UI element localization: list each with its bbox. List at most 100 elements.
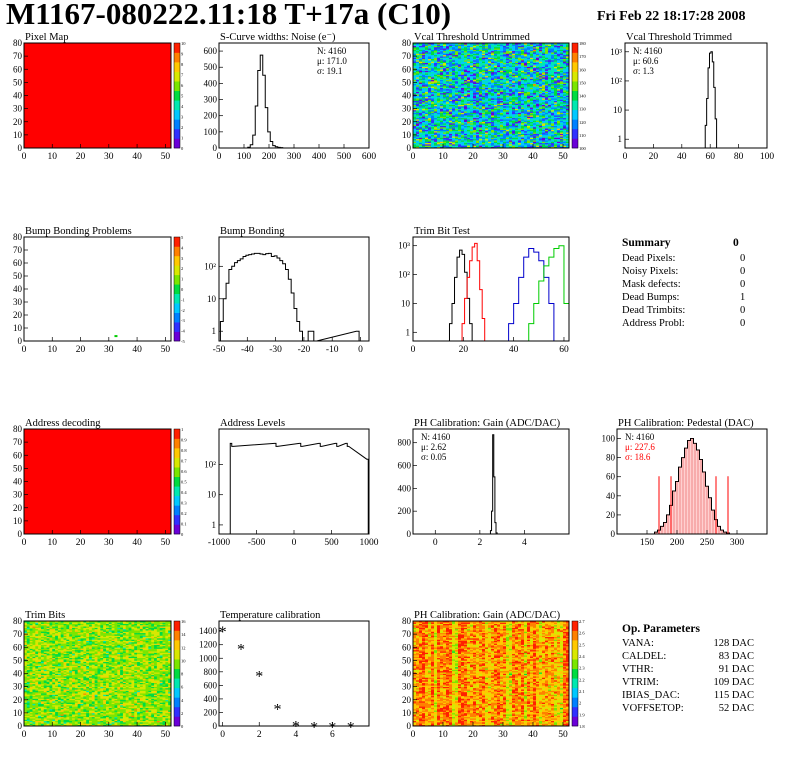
heatmap-cell xyxy=(434,104,438,107)
heatmap-cell xyxy=(488,115,492,117)
heatmap-cell xyxy=(443,98,447,100)
heatmap-cell xyxy=(461,119,465,121)
heatmap-cell xyxy=(452,106,456,108)
heatmap-cell xyxy=(467,58,471,61)
heatmap-cell xyxy=(425,107,429,109)
heatmap-cell xyxy=(437,46,441,49)
heatmap-cell xyxy=(422,50,426,53)
heatmap-cell xyxy=(422,100,426,103)
heatmap-cell xyxy=(470,124,474,126)
x-tick-label: 40 xyxy=(528,152,538,162)
heatmap-cell xyxy=(458,138,462,141)
heatmap-cell xyxy=(464,133,468,136)
heatmap-cell xyxy=(491,54,495,57)
heatmap-cell xyxy=(452,79,456,82)
heatmap-cell xyxy=(467,44,471,46)
heatmap-cell xyxy=(485,67,489,70)
heatmap-cell xyxy=(458,60,462,62)
heatmap-cell xyxy=(479,56,483,58)
heatmap-cell xyxy=(437,50,441,53)
heatmap-cell xyxy=(449,86,453,88)
y-tick-label: 1 xyxy=(212,326,217,336)
heatmap-cell xyxy=(425,146,429,149)
heatmap-cell xyxy=(470,67,474,70)
heatmap-cell xyxy=(425,134,429,137)
stats-entry: σ: 19.1 xyxy=(317,66,342,76)
color-scale-label: 6 xyxy=(181,83,184,88)
heatmap-cell xyxy=(491,136,495,138)
heatmap-cell xyxy=(440,104,444,107)
heatmap-cell xyxy=(431,67,435,70)
heatmap-cell xyxy=(485,112,489,115)
heatmap-cell xyxy=(419,77,423,79)
heatmap-cell xyxy=(413,141,417,144)
heatmap-cell xyxy=(416,120,420,123)
heatmap-cell xyxy=(428,88,432,91)
heatmap-cell xyxy=(449,85,453,87)
heatmap-cell xyxy=(488,121,492,124)
heatmap-cell xyxy=(431,64,435,66)
heatmap-cell xyxy=(482,64,486,66)
heatmap-cell xyxy=(461,46,465,49)
heatmap-cell xyxy=(479,125,483,128)
heatmap-cell xyxy=(434,141,438,144)
heatmap-cell xyxy=(458,104,462,107)
heatmap-cell xyxy=(452,117,456,120)
heatmap-cell xyxy=(413,128,417,130)
heatmap-cell xyxy=(491,137,495,140)
heatmap-cell xyxy=(440,107,444,109)
heatmap-cell xyxy=(473,44,477,46)
color-scale-segment xyxy=(174,303,180,313)
color-scale-segment xyxy=(174,100,180,111)
heatmap-cell xyxy=(476,140,480,142)
heatmap-cell xyxy=(446,127,450,129)
y-tick-label: 70 xyxy=(402,51,412,61)
x-tick-label: 0 xyxy=(411,345,416,355)
heatmap-cell xyxy=(455,113,459,116)
heatmap-cell xyxy=(419,106,423,108)
heatmap-cell xyxy=(467,90,471,92)
heatmap-cell xyxy=(428,141,432,144)
heatmap-cell xyxy=(467,43,471,45)
heatmap-cell xyxy=(473,121,477,124)
heatmap-cell xyxy=(476,115,480,117)
heatmap-cell xyxy=(485,132,489,134)
heatmap-cell xyxy=(491,106,495,108)
heatmap-cell xyxy=(440,140,444,142)
heatmap-cell xyxy=(413,136,417,138)
heatmap-cell xyxy=(482,140,486,142)
heatmap-cell xyxy=(413,52,417,54)
heatmap-cell xyxy=(437,75,441,78)
heatmap-cell xyxy=(428,104,432,107)
heatmap-cell xyxy=(479,46,483,49)
heatmap-cell xyxy=(482,49,486,52)
y-tick-label: 80 xyxy=(402,38,412,48)
heatmap-cell xyxy=(464,44,468,46)
heatmap-cell xyxy=(446,117,450,120)
heatmap-cell xyxy=(482,112,486,115)
heatmap-cell xyxy=(419,79,423,82)
heatmap-cell xyxy=(485,123,489,125)
heatmap-cell xyxy=(479,141,483,144)
heatmap-cell xyxy=(452,95,456,98)
heatmap-cell xyxy=(485,141,489,144)
heatmap-cell xyxy=(482,109,486,112)
color-scale-label: 0.7 xyxy=(181,459,187,464)
heatmap-cell xyxy=(425,102,429,104)
heatmap-cell xyxy=(470,115,474,117)
heatmap-cell xyxy=(488,132,492,134)
heatmap-cell xyxy=(458,87,462,90)
heatmap-cell xyxy=(416,116,420,119)
heatmap-cell xyxy=(425,92,429,95)
heatmap-cell xyxy=(479,106,483,108)
heatmap-cell xyxy=(485,79,489,82)
color-scale-frame xyxy=(173,42,181,149)
heatmap-cell xyxy=(452,46,456,49)
plot-frame xyxy=(218,428,370,535)
heatmap-cell xyxy=(449,111,453,113)
heatmap-cell xyxy=(437,48,441,50)
heatmap-cell xyxy=(449,130,453,133)
heatmap-cell xyxy=(449,64,453,66)
heatmap-cell xyxy=(440,138,444,141)
heatmap-cell xyxy=(446,43,450,45)
